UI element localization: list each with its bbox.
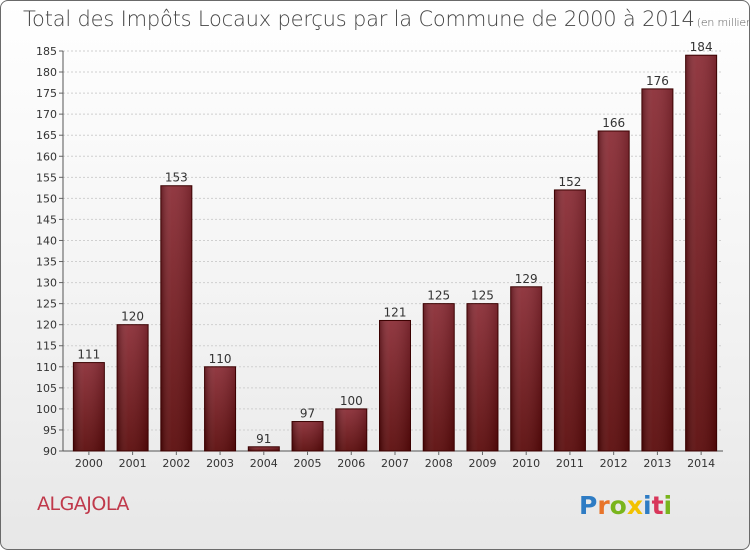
x-tick-label: 2001 xyxy=(119,457,147,470)
bar-shading xyxy=(554,190,585,451)
y-tick-label: 125 xyxy=(36,298,57,311)
x-tick-label: 2012 xyxy=(600,457,628,470)
x-tick-label: 2003 xyxy=(206,457,234,470)
bar-shading xyxy=(292,422,323,451)
logo-letter: i xyxy=(663,491,673,520)
y-tick-label: 160 xyxy=(36,150,57,163)
logo-letter: P xyxy=(579,491,598,520)
bar-value-label: 166 xyxy=(602,116,625,130)
bar-value-label: 110 xyxy=(209,352,232,366)
y-tick-label: 165 xyxy=(36,129,57,142)
bar-shading xyxy=(511,287,542,451)
x-tick-label: 2008 xyxy=(425,457,453,470)
y-tick-label: 115 xyxy=(36,340,57,353)
bar-shading xyxy=(117,325,148,451)
logo-letter: o xyxy=(609,491,627,520)
y-tick-label: 185 xyxy=(36,45,57,58)
bar-value-label: 111 xyxy=(77,348,100,362)
bar-shading xyxy=(248,447,279,451)
bar-value-label: 100 xyxy=(340,394,363,408)
logo-letter: t xyxy=(651,491,664,520)
bar-value-label: 91 xyxy=(256,432,271,446)
bar-shading xyxy=(598,131,629,451)
x-tick-label: 2009 xyxy=(468,457,496,470)
bar-value-label: 153 xyxy=(165,171,188,185)
x-tick-label: 2005 xyxy=(294,457,322,470)
bar-value-label: 184 xyxy=(690,40,713,54)
y-tick-label: 175 xyxy=(36,87,57,100)
bar-shading xyxy=(642,89,673,451)
bar-value-label: 129 xyxy=(515,272,538,286)
chart-subtitle: (en milliers d'€) xyxy=(696,16,750,29)
bar-value-label: 121 xyxy=(384,305,407,319)
y-tick-label: 155 xyxy=(36,171,57,184)
x-tick-label: 2000 xyxy=(75,457,103,470)
x-tick-label: 2010 xyxy=(512,457,540,470)
x-tick-label: 2006 xyxy=(337,457,365,470)
bar-shading xyxy=(423,304,454,451)
bar-value-label: 120 xyxy=(121,310,144,324)
bar-shading xyxy=(161,186,192,451)
y-tick-label: 105 xyxy=(36,382,57,395)
x-tick-label: 2014 xyxy=(687,457,715,470)
chart-title: Total des Impôts Locaux perçus par la Co… xyxy=(23,7,750,31)
y-tick-label: 135 xyxy=(36,256,57,269)
x-tick-label: 2004 xyxy=(250,457,278,470)
bar-value-label: 176 xyxy=(646,74,669,88)
x-tick-label: 2011 xyxy=(556,457,584,470)
bar-value-label: 125 xyxy=(471,289,494,303)
logo-letter: r xyxy=(597,491,610,520)
bar-value-label: 152 xyxy=(558,175,581,189)
y-tick-label: 100 xyxy=(36,403,57,416)
bar-value-label: 97 xyxy=(300,407,315,421)
bar-shading xyxy=(336,409,367,451)
bar-shading xyxy=(467,304,498,451)
commune-name: ALGAJOLA xyxy=(37,493,129,515)
bar-value-label: 125 xyxy=(427,289,450,303)
bar-shading xyxy=(73,363,104,451)
y-tick-label: 180 xyxy=(36,66,57,79)
y-tick-label: 90 xyxy=(43,445,57,458)
bar-shading xyxy=(686,55,717,451)
y-tick-label: 95 xyxy=(43,424,57,437)
bar-shading xyxy=(205,367,236,451)
logo-letter: x xyxy=(626,491,643,520)
chart-title-text: Total des Impôts Locaux perçus par la Co… xyxy=(23,7,695,31)
x-tick-label: 2013 xyxy=(643,457,671,470)
y-tick-label: 140 xyxy=(36,234,57,247)
y-tick-label: 145 xyxy=(36,213,57,226)
y-tick-label: 110 xyxy=(36,361,57,374)
x-tick-label: 2007 xyxy=(381,457,409,470)
y-tick-label: 170 xyxy=(36,108,57,121)
bar-shading xyxy=(380,320,410,451)
logo-letter: i xyxy=(643,491,652,520)
x-tick-label: 2002 xyxy=(162,457,190,470)
proxiti-logo: Proxiti xyxy=(579,491,672,520)
y-tick-label: 150 xyxy=(36,192,57,205)
y-tick-label: 120 xyxy=(36,319,57,332)
y-tick-label: 130 xyxy=(36,277,57,290)
